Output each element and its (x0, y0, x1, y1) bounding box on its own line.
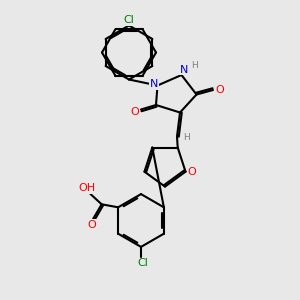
Text: O: O (215, 85, 224, 95)
Text: H: H (191, 61, 197, 70)
Text: OH: OH (78, 183, 95, 193)
Text: O: O (130, 107, 139, 117)
Text: O: O (188, 167, 197, 177)
Text: O: O (87, 220, 96, 230)
Text: N: N (150, 79, 158, 89)
Text: Cl: Cl (124, 15, 134, 25)
Text: Cl: Cl (137, 258, 148, 268)
Text: H: H (183, 133, 190, 142)
Text: N: N (179, 64, 188, 75)
